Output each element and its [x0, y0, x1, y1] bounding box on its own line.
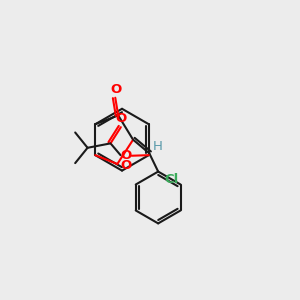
- Text: O: O: [110, 83, 122, 96]
- Text: Cl: Cl: [165, 173, 179, 186]
- Text: O: O: [120, 149, 131, 162]
- Text: O: O: [120, 159, 131, 172]
- Text: H: H: [153, 140, 163, 153]
- Text: O: O: [116, 112, 127, 125]
